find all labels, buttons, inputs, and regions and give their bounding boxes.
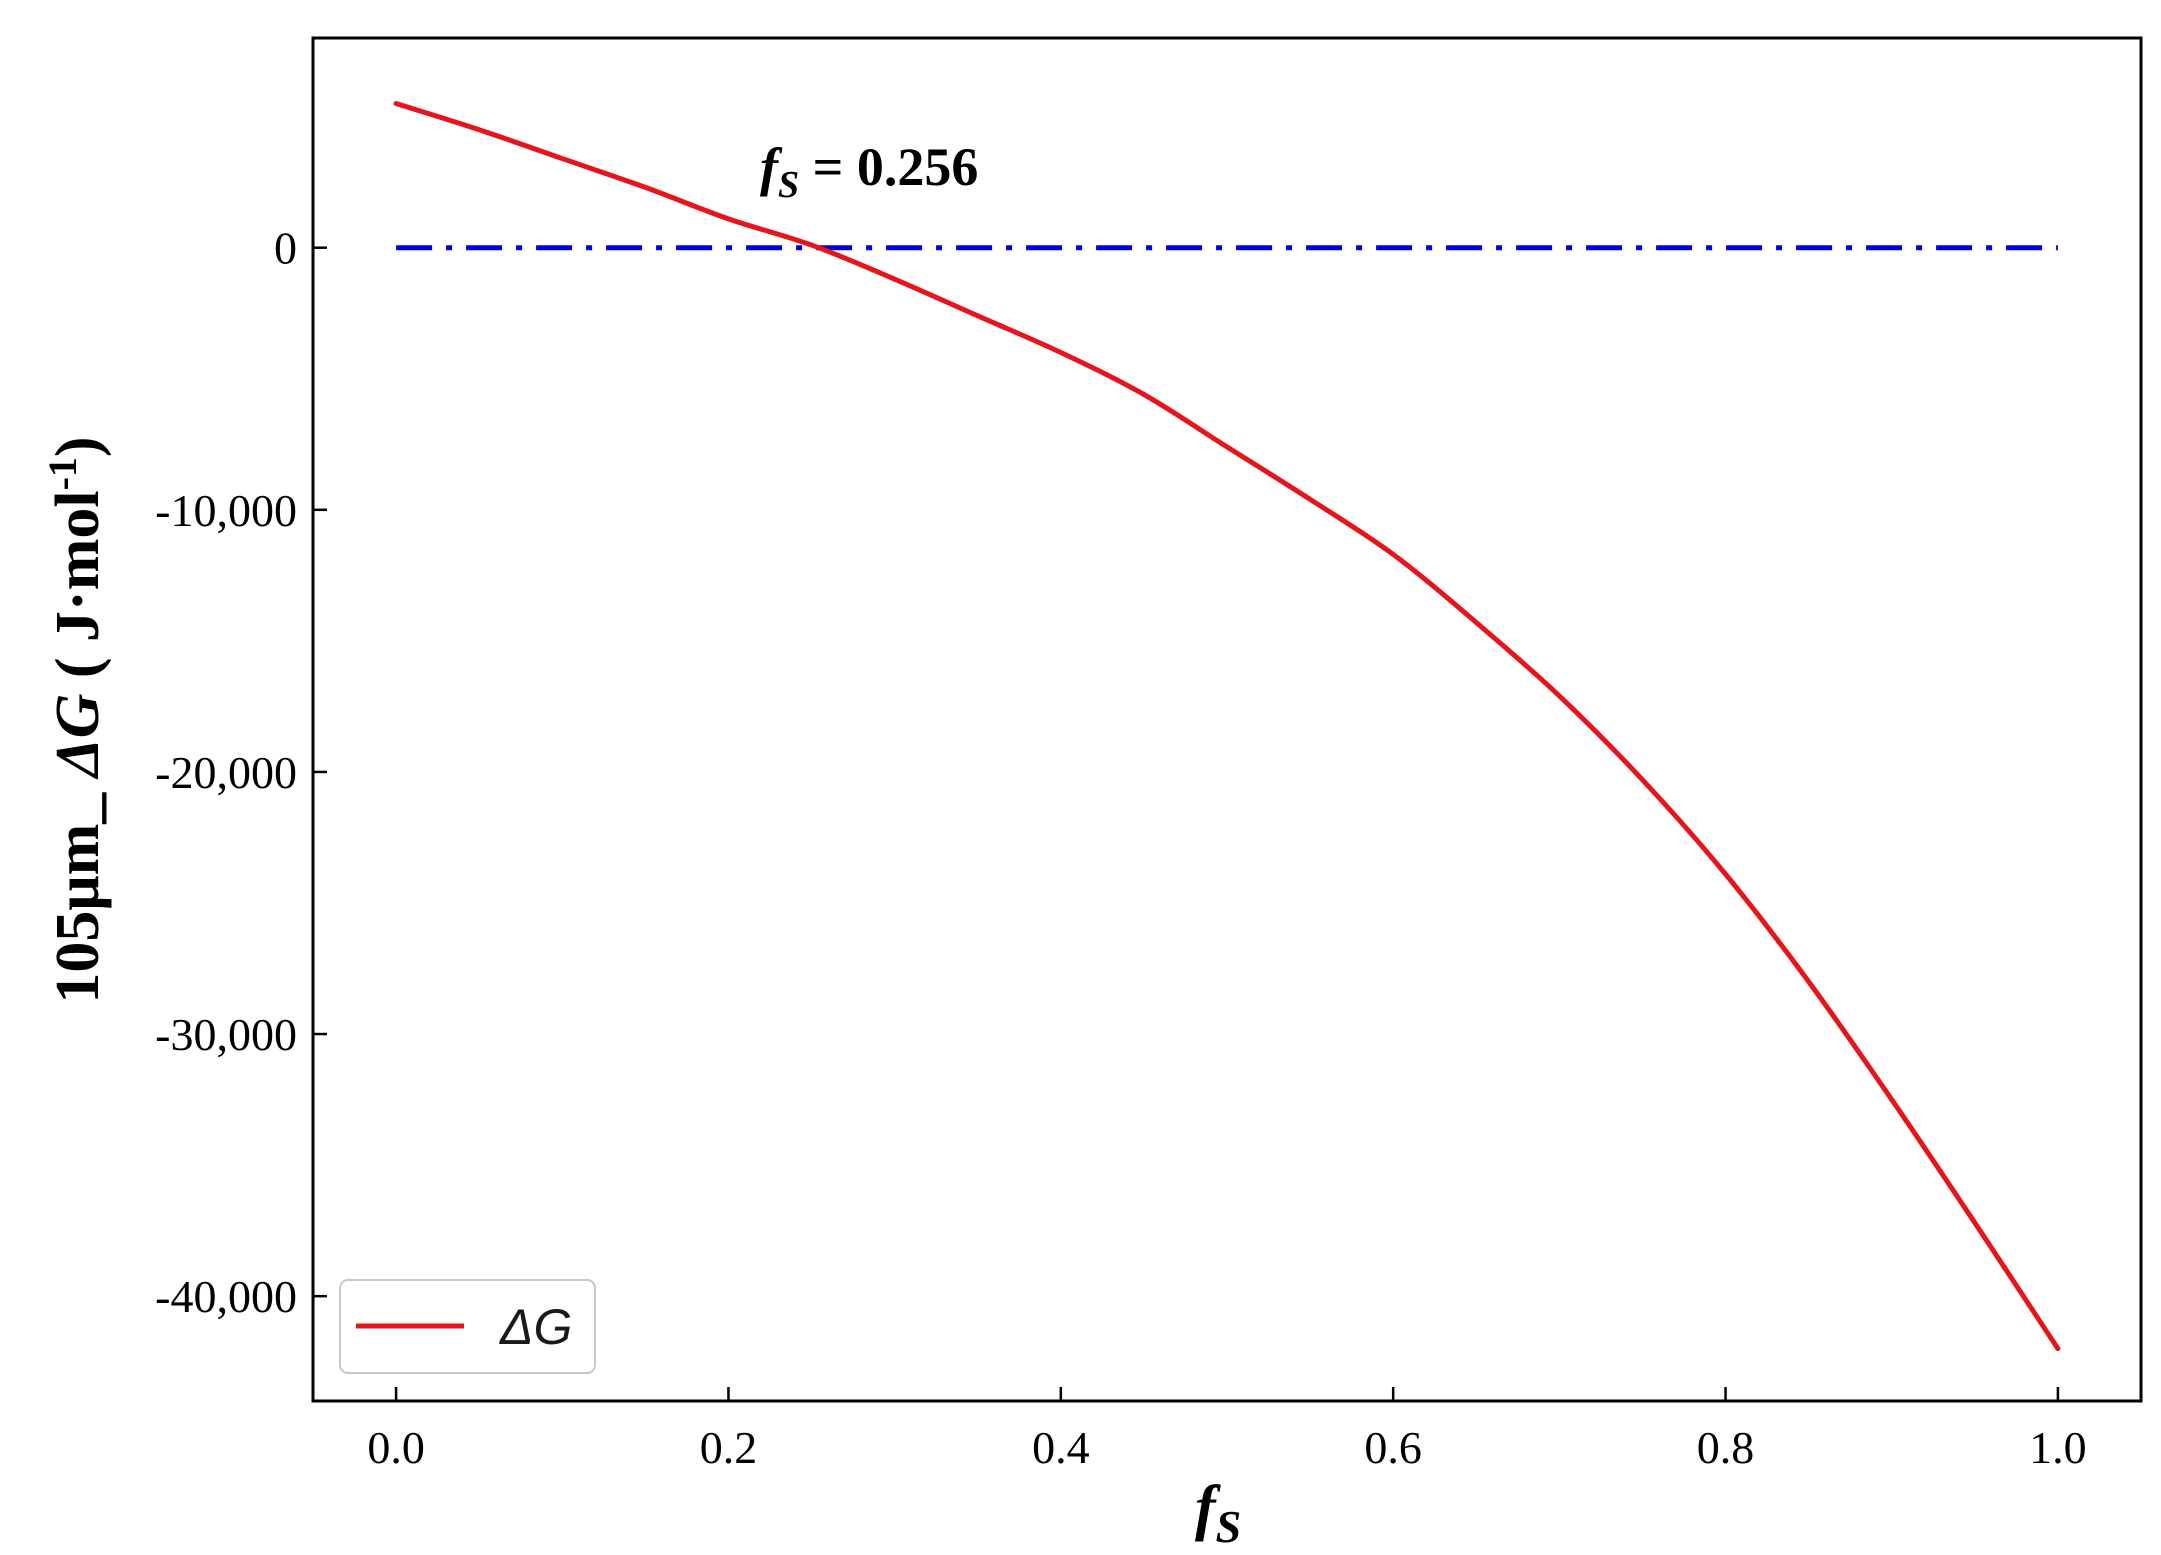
x-axis-ticks: 0.0 0.2 0.4 0.6 0.8 1.0: [367, 1387, 2087, 1473]
annotation-subscript: S: [778, 164, 799, 206]
y-axis-label: 105μm_ ΔG ( J·mol-1): [40, 436, 112, 1003]
x-tick-label: 0.0: [367, 1422, 425, 1473]
y-tick-label: -20,000: [155, 747, 297, 798]
annotation-symbol: f: [760, 137, 783, 197]
series-layer: [393, 101, 2061, 1352]
plot-frame: [311, 36, 2143, 1403]
annotation-value: = 0.256: [799, 137, 978, 197]
x-tick-label: 0.6: [1364, 1422, 1422, 1473]
y-axis-label-prefix: 105μm_: [44, 777, 112, 1003]
series-line-delta-g: [393, 101, 2061, 1352]
x-axis-label: fS: [1195, 1474, 1241, 1550]
x-tick-label: 0.8: [1697, 1422, 1755, 1473]
y-axis-label-unit-close: ): [44, 436, 112, 457]
y-tick-label: -30,000: [155, 1009, 297, 1060]
x-tick-label: 0.4: [1032, 1422, 1090, 1473]
legend-box: [339, 1279, 596, 1374]
y-axis-ticks: 0 -10,000 -20,000 -30,000 -40,000: [155, 223, 327, 1322]
y-axis-label-unit: ( J·mol: [44, 490, 112, 693]
y-axis-label-symbol: ΔG: [44, 693, 112, 780]
y-axis-label-unit-sup: -1: [40, 457, 85, 490]
legend-label: ΔG: [499, 1299, 572, 1355]
x-axis-label-sub: S: [1216, 1501, 1242, 1550]
annotation-label: fS = 0.256: [760, 137, 978, 206]
y-tick-label: 0: [274, 223, 297, 274]
legend: ΔG: [339, 1279, 596, 1374]
x-tick-label: 1.0: [2029, 1422, 2087, 1473]
y-tick-label: -40,000: [155, 1271, 297, 1322]
x-tick-label: 0.2: [700, 1422, 758, 1473]
y-tick-label: -10,000: [155, 485, 297, 536]
